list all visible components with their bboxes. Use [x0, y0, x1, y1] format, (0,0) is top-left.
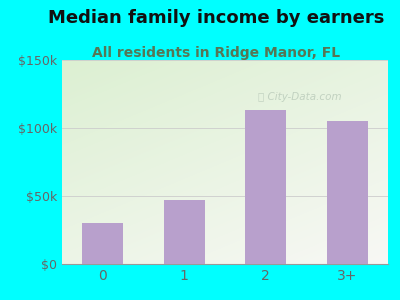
- Text: All residents in Ridge Manor, FL: All residents in Ridge Manor, FL: [92, 46, 340, 61]
- Text: Median family income by earners: Median family income by earners: [48, 9, 384, 27]
- Bar: [245, 110, 286, 264]
- Bar: [327, 121, 368, 264]
- Text: ⓘ City-Data.com: ⓘ City-Data.com: [258, 92, 342, 102]
- Bar: [82, 223, 123, 264]
- Bar: [164, 200, 205, 264]
